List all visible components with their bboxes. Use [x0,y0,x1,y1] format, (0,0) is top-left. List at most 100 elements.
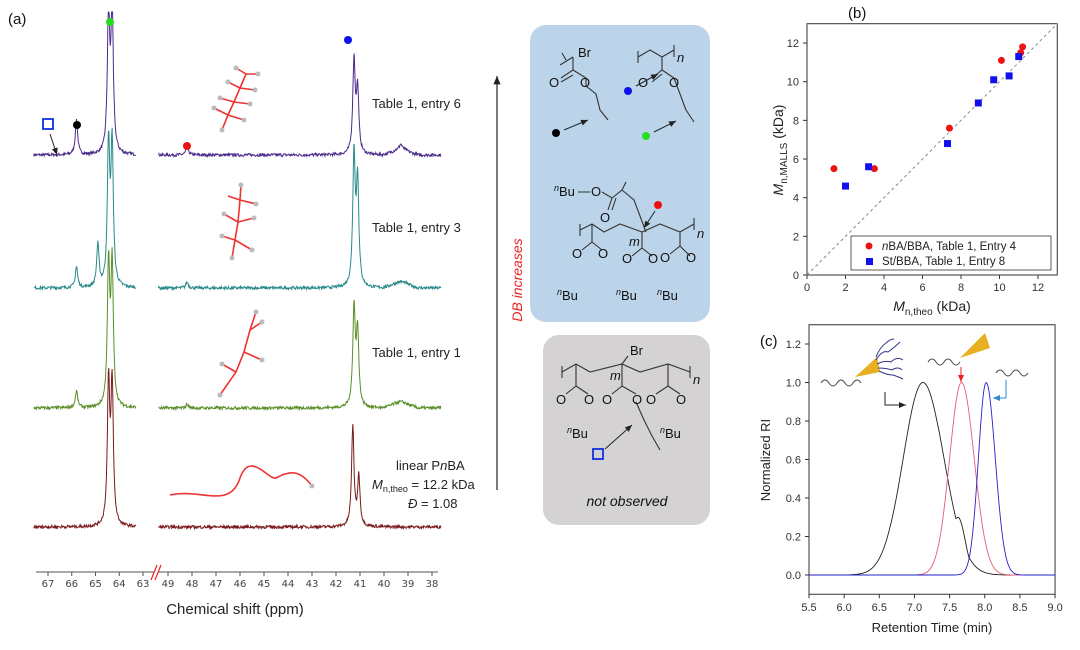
y-tick-label: 6 [793,154,799,166]
svg-text:nBu: nBu [660,425,681,441]
nmr-tick-label: 44 [282,579,295,590]
sec-trace-0 [809,382,1055,576]
nmr-x-label: Chemical shift (ppm) [166,601,304,618]
data-point-st [1005,72,1013,80]
svg-text:O: O [591,184,601,199]
hyperbranched-cartoon-entry6 [211,65,261,133]
nmr-spectrum-1 [33,127,137,291]
svg-text:n: n [677,50,684,65]
nmr-spectrum-2 [33,247,137,411]
spectrum-label-entry6: Table 1, entry 6 [372,96,461,111]
linear-chain-cartoon [995,369,1029,377]
branched-cartoon-entry1 [217,309,265,398]
x-tick-label: 7.0 [907,602,922,614]
svg-text:O: O [648,251,658,266]
svg-text:O: O [598,246,608,261]
panel-label-c: (c) [760,333,778,350]
x-tick-label: 7.5 [942,602,957,614]
nmr-tick-label: 63 [137,579,150,590]
svg-text:O: O [660,250,670,265]
data-point-nba [1019,43,1027,51]
y-tick-label: 12 [787,38,799,50]
branched-pnba-structure: nBu O O m n O O O O O O nBu nBu nBu [554,181,704,303]
sec-frame [808,324,1056,595]
y-tick-label: 4 [793,193,799,205]
scatter-x-label: Mn,theo (kDa) [893,298,971,318]
svg-text:n: n [693,372,700,387]
data-point-nba [945,124,953,132]
nmr-tick-label: 48 [186,579,199,590]
black-dot-marker [552,129,560,137]
data-point-st [944,140,952,148]
sec-trace-chart: 5.5 6.0 6.5 7.0 7.5 8.0 8.5 9.0 0.0 0.2 0.4 0.6 0.8 1… [786,324,1063,614]
x-tick-label: 8 [958,282,964,294]
svg-text:Br: Br [578,45,592,60]
data-point-st [990,76,998,84]
nmr-tick-label: 43 [306,579,319,590]
square-arrow [49,133,58,156]
nmr-tick-label: 65 [89,579,102,590]
svg-text:nBu: nBu [557,287,578,303]
not-observed-label: not observed [587,493,669,509]
data-point-st [842,182,849,190]
branched-cartoon-entry3 [219,182,259,261]
x-tick-label: 9.0 [1047,602,1062,614]
blue-dot-marker [624,87,632,95]
nmr-tick-label: 46 [234,579,247,590]
nmr-spectrum-3 [33,368,136,530]
legend-label-st: St/BBA, Table 1, Entry 8 [882,256,1005,268]
spectrum-label-entry3: Table 1, entry 3 [372,220,461,235]
y-tick-label: 0.8 [786,416,801,428]
y-tick-label: 1.2 [786,339,801,351]
spectrum-label-linear: linear PnBA Mn,theo = 12.2 kDa Đ = 1.08 [372,458,475,511]
not-observed-structure: Br m n O O O O O O nBu nBu [556,343,700,460]
spectrum-label-entry1: Table 1, entry 1 [372,345,461,360]
blue-trace-arrow [993,380,1007,401]
svg-text:O: O [676,392,686,407]
data-point-nba [870,165,878,173]
nmr-spectrum-0 [157,53,442,159]
y-tick-label: 0.0 [786,570,801,582]
svg-text:nBu: nBu [616,287,637,303]
green-dot-marker [106,18,114,26]
blue-dot-marker [344,36,352,44]
scatter-frame [806,23,1058,276]
svg-text:O: O [549,75,559,90]
data-point-st [974,99,982,107]
blue-square-marker [42,118,54,130]
svg-text:O: O [686,250,696,265]
sec-trace-2 [809,381,1055,576]
bromo-ester-structure: Br O O [549,45,609,137]
svg-text:O: O [669,75,679,90]
svg-text:Br: Br [630,343,644,358]
nmr-tick-label: 45 [258,579,271,590]
nmr-tick-label: 42 [330,579,343,590]
nmr-tick-label: 39 [402,579,415,590]
sec-y-label: Normalized RI [758,419,773,501]
black-trace-arrow [884,392,906,408]
svg-text:O: O [556,392,566,407]
nmr-tick-label: 47 [210,579,223,590]
panel-label-b: (b) [848,5,866,22]
x-tick-label: 8.5 [1012,602,1027,614]
legend-marker-nba [865,242,873,250]
y-tick-label: 8 [793,115,799,127]
nmr-spectrum-2 [158,299,442,412]
y-tick-label: 0 [793,270,799,282]
y-tick-label: 0.2 [786,532,801,544]
reference-line-y-equals-x [806,23,1058,276]
svg-text:nBu: nBu [567,425,588,441]
nmr-tick-label: 49 [162,579,175,590]
svg-text:nBu: nBu [554,183,575,199]
y-tick-label: 1.0 [786,378,801,390]
y-tick-label: 0.6 [786,455,801,467]
x-tick-label: 12 [1032,282,1044,294]
x-tick-label: 6.0 [837,602,852,614]
data-point-st [1015,53,1023,61]
sec-trace-1 [809,382,1055,576]
data-point-nba [997,56,1005,64]
data-point-nba [830,165,838,173]
svg-text:Đ = 1.08: Đ = 1.08 [408,496,458,511]
sec-x-label: Retention Time (min) [872,620,993,635]
